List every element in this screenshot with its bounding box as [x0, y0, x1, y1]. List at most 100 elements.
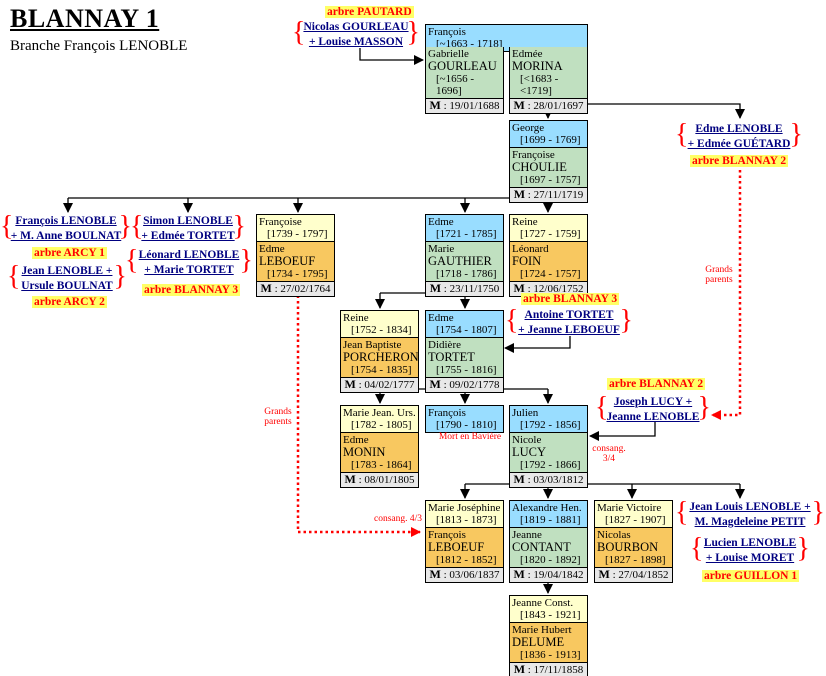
family-link-gourleau[interactable]: {Nicolas GOURLEAU + Louise MASSON} [292, 18, 420, 50]
marriage-date: M : 03/03/1812 [510, 473, 587, 487]
person-header: Marie Joséphine [1813 - 1873] [426, 501, 503, 528]
family-link-edme_lenoble[interactable]: {Edme LENOBLE + Edmée GUÉTARD} [675, 120, 803, 152]
person-box-edmee[interactable]: Edmée MORINA [<1683 - <1719] M : 28/01/1697 [509, 47, 588, 114]
person-box-mariejosephine[interactable]: Marie Joséphine [1813 - 1873] François LEBO… [425, 500, 504, 583]
person-name: Reine [343, 312, 369, 324]
spouse-section: Marie GAUTHIER [1718 - 1786] [426, 242, 503, 282]
family-link-line[interactable]: + Edmée TORTET [141, 230, 235, 242]
person-box-jeanneconst[interactable]: Jeanne Const. [1843 - 1921] Marie Hubert DE… [509, 595, 588, 676]
family-link-jean_louis[interactable]: {Jean Louis LENOBLE + M. Magdeleine PETIT… [675, 498, 825, 530]
spouse-section: Jeanne CONTANT [1820 - 1892] [510, 528, 587, 568]
spouse-first-name: Gabrielle [428, 48, 469, 60]
person-box-edme1754[interactable]: Edme [1754 - 1807] Didière TORTET [1755 - 18… [425, 310, 504, 393]
page-title: BLANNAY 1 [10, 4, 160, 33]
person-box-julien[interactable]: Julien [1792 - 1856] Nicole LUCY [1792 - 186… [509, 405, 588, 488]
family-link-line[interactable]: Jean Louis LENOBLE + [689, 501, 811, 513]
marriage-date: M : 03/06/1837 [426, 568, 503, 582]
spouse-dates: [1755 - 1816] [436, 364, 497, 376]
tree-link-blannay2b[interactable]: arbre BLANNAY 2 [607, 378, 706, 390]
spouse-first-name: Marie Hubert [512, 624, 572, 636]
person-header: Jeanne Const. [1843 - 1921] [510, 596, 587, 623]
spouse-first-name: François [428, 529, 466, 541]
person-box-mariejean[interactable]: Marie Jean. Urs. [1782 - 1805] Edme MONIN [1… [340, 405, 419, 488]
person-header: Reine [1752 - 1834] [341, 311, 418, 338]
brace-right-icon: } [406, 17, 420, 48]
person-dates: [1843 - 1921] [520, 609, 581, 621]
tree-link-pautard[interactable]: arbre PAUTARD [325, 6, 414, 18]
spouse-surname: MONIN [343, 445, 386, 459]
family-link-francois_lenoble[interactable]: {François LENOBLE + M. Anne BOULNAT} [0, 212, 132, 244]
person-box-george[interactable]: George [1699 - 1769] Françoise CHOULIE [1697… [509, 120, 588, 203]
brace-right-icon: } [811, 497, 825, 528]
spouse-surname: DELUME [512, 635, 565, 649]
tree-link-blannay3a[interactable]: arbre BLANNAY 3 [142, 284, 241, 296]
marriage-date: M : 08/01/1805 [341, 473, 418, 487]
spouse-dates: [1754 - 1835] [351, 364, 412, 376]
family-link-line[interactable]: M. Magdeleine PETIT [694, 516, 806, 528]
tree-link-arcy2[interactable]: arbre ARCY 2 [32, 296, 107, 308]
person-box-francois1663[interactable]: François [~1663 - 1718] [425, 24, 588, 52]
marriage-date: M : 09/02/1778 [426, 378, 503, 392]
brace-left-icon: { [7, 261, 21, 292]
family-link-line[interactable]: + Edmée GUÉTARD [687, 138, 791, 150]
person-dates: [1819 - 1881] [520, 514, 581, 526]
person-box-marievictoire[interactable]: Marie Victoire [1827 - 1907] Nicolas BOURBO… [594, 500, 673, 583]
family-link-line[interactable]: + Louise MASSON [308, 36, 404, 48]
marriage-label: M [513, 187, 526, 201]
person-box-reine1727[interactable]: Reine [1727 - 1759] Léonard FOIN [1724 - 175… [509, 214, 588, 297]
family-link-line[interactable]: + Marie TORTET [144, 264, 234, 276]
person-box-alexandre[interactable]: Alexandre Hen. [1819 - 1881] Jeanne CONTANT… [509, 500, 588, 583]
tree-link-guillon1[interactable]: arbre GUILLON 1 [702, 570, 800, 582]
person-box-edme1721[interactable]: Edme [1721 - 1785] Marie GAUTHIER [1718 - 17… [425, 214, 504, 297]
family-link-line[interactable]: Lucien LENOBLE [703, 537, 797, 549]
family-link-simon_lenoble[interactable]: {Simon LENOBLE + Edmée TORTET} [130, 212, 246, 244]
spouse-section: Marie Hubert DELUME [1836 - 1913] [510, 623, 587, 663]
person-header: Edme [1754 - 1807] [426, 311, 503, 338]
family-link-line[interactable]: Ursule BOULNAT [21, 280, 113, 292]
marriage-label: M [429, 281, 442, 295]
spouse-section: Didière TORTET [1755 - 1816] [426, 338, 503, 378]
family-link-line[interactable]: Jeanne LENOBLE [606, 411, 700, 423]
person-name: François [428, 407, 466, 419]
family-link-line[interactable]: Nicolas GOURLEAU [303, 21, 409, 33]
person-dates: [1813 - 1873] [436, 514, 497, 526]
family-link-line[interactable]: Antoine TORTET [524, 309, 614, 321]
person-box-gabrielle[interactable]: Gabrielle GOURLEAU [~1656 - 1696] M : 19/01… [425, 47, 504, 114]
tree-link-arcy1[interactable]: arbre ARCY 1 [32, 247, 107, 259]
family-link-line[interactable]: Edme LENOBLE [695, 123, 783, 135]
person-name: Jeanne Const. [512, 597, 574, 609]
spouse-first-name: Léonard [512, 243, 549, 255]
family-link-line[interactable]: Joseph LUCY + [613, 396, 693, 408]
person-box-francoise1739[interactable]: Françoise [1739 - 1797] Edme LEBOEUF [1734 -… [256, 214, 335, 297]
brace-left-icon: { [505, 305, 519, 336]
family-link-joseph_lucy[interactable]: {Joseph LUCY + Jeanne LENOBLE} [595, 393, 711, 425]
family-link-line[interactable]: + Louise MORET [705, 552, 795, 564]
family-link-line[interactable]: + Jeanne LEBOEUF [518, 324, 620, 336]
family-link-antoine_tortet[interactable]: {Antoine TORTET + Jeanne LEBOEUF} [505, 306, 633, 338]
person-header: George [1699 - 1769] [510, 121, 587, 148]
family-link-leonard_lenoble[interactable]: {Léonard LENOBLE + Marie TORTET} [125, 246, 253, 278]
tree-link-blannay2a[interactable]: arbre BLANNAY 2 [690, 155, 789, 167]
person-header: Reine [1727 - 1759] [510, 215, 587, 242]
family-link-lucien[interactable]: {Lucien LENOBLE + Louise MORET} [690, 534, 810, 566]
family-link-line[interactable]: Jean LENOBLE + [21, 265, 113, 277]
spouse-dates: [~1656 - 1696] [436, 73, 475, 97]
person-name: Reine [512, 216, 538, 228]
family-link-line[interactable]: Léonard LENOBLE [138, 249, 240, 261]
spouse-dates: [1724 - 1757] [520, 268, 581, 280]
spouse-first-name: Nicole [512, 434, 542, 446]
family-link-line[interactable]: + M. Anne BOULNAT [10, 230, 122, 242]
family-link-line[interactable]: Simon LENOBLE [143, 215, 233, 227]
spouse-dates: [1697 - 1757] [520, 174, 581, 186]
spouse-first-name: Nicolas [597, 529, 631, 541]
tree-link-blannay3b[interactable]: arbre BLANNAY 3 [521, 293, 620, 305]
family-link-line[interactable]: François LENOBLE [15, 215, 117, 227]
person-box-francois1790[interactable]: François [1790 - 1810] [425, 405, 504, 433]
person-box-reine1752[interactable]: Reine [1752 - 1834] Jean Baptiste PORCHERON… [340, 310, 419, 393]
family-link-jean_lenoble[interactable]: {Jean LENOBLE + Ursule BOULNAT} [7, 262, 127, 294]
marriage-label: M [429, 377, 441, 391]
person-dates: [1752 - 1834] [351, 324, 412, 336]
person-dates: [1727 - 1759] [520, 228, 581, 240]
brace-right-icon: } [232, 211, 246, 242]
brace-left-icon: { [595, 392, 609, 423]
